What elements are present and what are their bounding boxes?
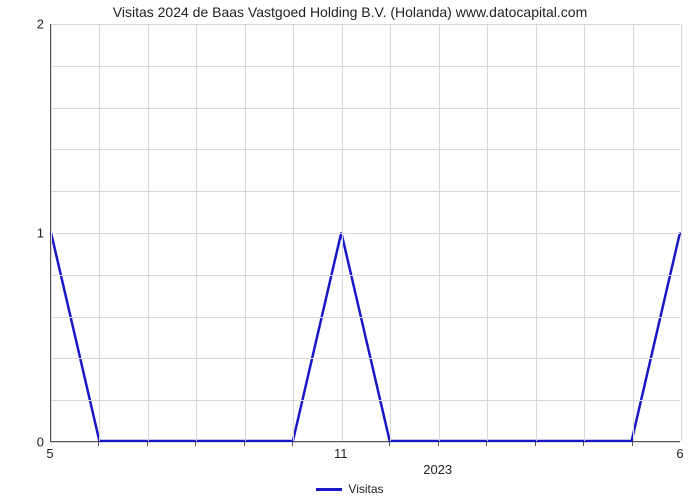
grid-line-h-minor	[51, 149, 680, 150]
grid-line-h-minor	[51, 317, 680, 318]
x-sub-label: 2023	[423, 462, 452, 477]
series-line	[51, 233, 680, 442]
grid-line-h	[51, 442, 680, 443]
grid-line-v	[536, 24, 537, 441]
grid-line-v	[245, 24, 246, 441]
legend-label: Visitas	[348, 482, 383, 496]
x-minor-tick	[195, 442, 196, 446]
grid-line-h-minor	[51, 400, 680, 401]
x-minor-tick	[486, 442, 487, 446]
x-tick-label: 6	[676, 446, 683, 461]
grid-line-v	[342, 24, 343, 441]
x-minor-tick	[98, 442, 99, 446]
chart-container: Visitas 2024 de Baas Vastgoed Holding B.…	[0, 0, 700, 500]
legend-swatch	[316, 488, 342, 491]
grid-line-v	[681, 24, 682, 441]
x-minor-tick	[535, 442, 536, 446]
grid-line-h	[51, 233, 680, 234]
grid-line-v	[487, 24, 488, 441]
grid-line-v	[584, 24, 585, 441]
grid-line-v	[51, 24, 52, 441]
grid-line-v	[633, 24, 634, 441]
x-minor-tick	[583, 442, 584, 446]
grid-line-h-minor	[51, 275, 680, 276]
x-minor-tick	[292, 442, 293, 446]
grid-line-h-minor	[51, 66, 680, 67]
grid-line-h-minor	[51, 191, 680, 192]
x-minor-tick	[389, 442, 390, 446]
y-tick-label: 1	[28, 226, 44, 241]
grid-line-v	[148, 24, 149, 441]
y-tick-label: 2	[28, 17, 44, 32]
legend: Visitas	[0, 482, 700, 496]
grid-line-h-minor	[51, 358, 680, 359]
plot-area	[50, 24, 680, 442]
grid-line-v	[390, 24, 391, 441]
x-minor-tick	[147, 442, 148, 446]
x-tick-label: 5	[46, 446, 53, 461]
grid-line-v	[196, 24, 197, 441]
grid-line-h-minor	[51, 108, 680, 109]
y-tick-label: 0	[28, 435, 44, 450]
grid-line-v	[439, 24, 440, 441]
chart-title: Visitas 2024 de Baas Vastgoed Holding B.…	[0, 4, 700, 20]
x-tick-label: 11	[334, 446, 348, 461]
grid-line-v	[99, 24, 100, 441]
x-minor-tick	[632, 442, 633, 446]
x-minor-tick	[244, 442, 245, 446]
grid-line-v	[293, 24, 294, 441]
grid-line-h	[51, 24, 680, 25]
x-minor-tick	[438, 442, 439, 446]
